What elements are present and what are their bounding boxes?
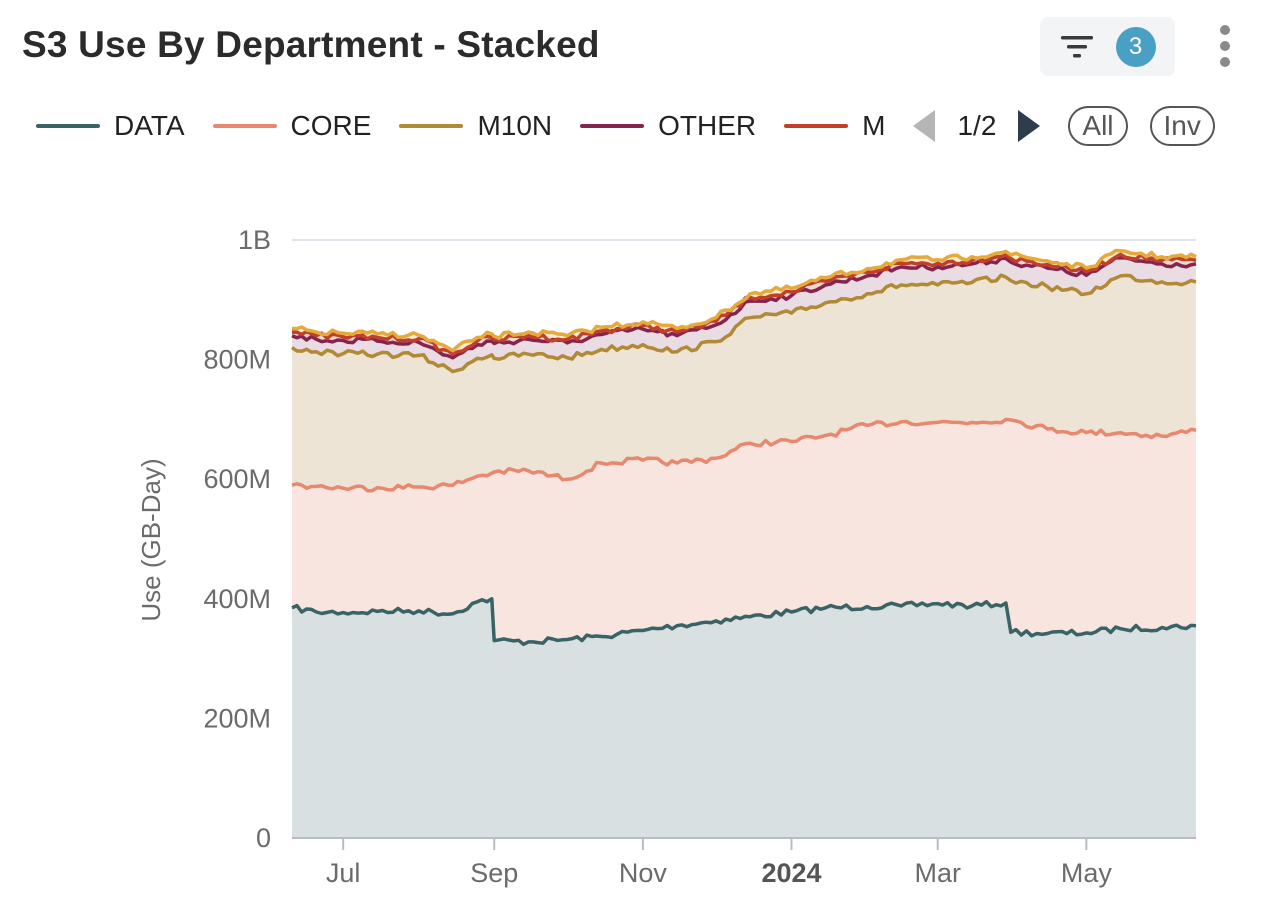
legend-item-other[interactable]: OTHER: [580, 110, 756, 142]
y-tick-label: 600M: [203, 464, 271, 494]
y-tick-label: 1B: [238, 225, 271, 255]
chevron-right-icon[interactable]: [1016, 108, 1042, 144]
legend-label: OTHER: [658, 110, 757, 141]
series-area-data: [292, 598, 1196, 838]
series-area-core: [292, 419, 1196, 645]
legend-swatch: [784, 124, 849, 128]
chevron-left-icon[interactable]: [911, 108, 937, 144]
legend-invert-button[interactable]: Inv: [1149, 106, 1215, 146]
legend-item-m[interactable]: M: [784, 110, 885, 142]
chart-legend: DATA CORE M10N OTHER M 1/2 All Inv: [36, 103, 1215, 149]
y-tick-label: 0: [256, 823, 271, 853]
legend-swatch: [399, 124, 464, 128]
legend-label: M10N: [477, 110, 553, 141]
legend-all-button[interactable]: All: [1068, 106, 1128, 146]
y-tick-label: 200M: [203, 703, 271, 733]
x-tick-label: Nov: [619, 858, 668, 888]
legend-page-indicator: 1/2: [957, 110, 997, 141]
x-tick-label: Sep: [470, 858, 518, 888]
filter-count-badge: 3: [1115, 26, 1156, 67]
y-tick-label: 400M: [203, 584, 271, 614]
legend-item-m10n[interactable]: M10N: [399, 110, 552, 142]
legend-item-core[interactable]: CORE: [212, 110, 372, 142]
series-line-data: [291, 597, 1197, 647]
legend-swatch: [580, 124, 645, 128]
legend-label: DATA: [114, 110, 185, 141]
x-tick-label: Mar: [914, 858, 961, 888]
y-axis-title: Use (GB-Day): [136, 458, 166, 621]
more-vertical-icon: [1220, 25, 1230, 67]
legend-pagination: 1/2 All Inv: [911, 106, 1215, 146]
legend-label: M: [862, 110, 886, 141]
series-line-core: [291, 417, 1197, 493]
series-area-m10n: [292, 275, 1196, 491]
x-tick-label: Jul: [326, 858, 361, 888]
legend-item-data[interactable]: DATA: [36, 110, 185, 142]
legend-swatch: [212, 124, 277, 128]
y-tick-label: 800M: [203, 345, 271, 375]
legend-swatch: [36, 124, 100, 128]
filter-button[interactable]: 3: [1040, 17, 1175, 76]
page-title: S3 Use By Department - Stacked: [22, 24, 600, 65]
filter-icon: [1060, 35, 1093, 57]
legend-label: CORE: [290, 110, 372, 141]
x-tick-label: May: [1061, 858, 1113, 888]
x-tick-label: 2024: [761, 858, 821, 888]
series-line-m: [291, 252, 1197, 356]
more-options-button[interactable]: [1208, 24, 1242, 72]
series-line-other: [291, 256, 1197, 360]
series-line-m10n: [291, 273, 1197, 374]
series-area-extra: [292, 250, 1196, 355]
series-line-extra: [291, 248, 1197, 353]
